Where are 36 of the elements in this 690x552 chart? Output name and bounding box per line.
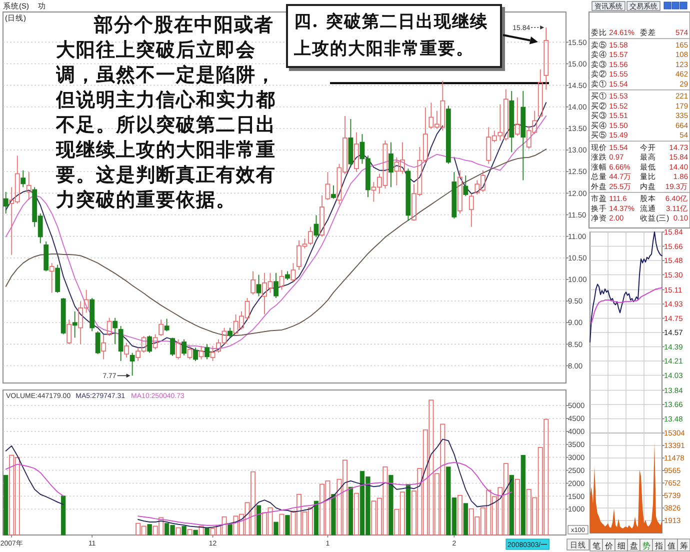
bar bbox=[61, 496, 66, 536]
bar bbox=[4, 474, 8, 536]
line-series bbox=[591, 286, 662, 324]
bar bbox=[274, 522, 278, 536]
text: 细 bbox=[617, 542, 626, 550]
bar bbox=[198, 526, 204, 536]
text: 值 bbox=[667, 542, 676, 550]
text: 筹 bbox=[680, 542, 688, 550]
annotation: 四. 突破第二日出现继续上攻的大阳非常重要。 bbox=[286, 4, 502, 68]
bar bbox=[176, 527, 181, 536]
bar bbox=[193, 530, 198, 536]
bar bbox=[348, 486, 354, 536]
bar bbox=[509, 474, 514, 536]
bar bbox=[314, 500, 319, 536]
bar bbox=[520, 455, 526, 536]
bar bbox=[514, 478, 520, 536]
bar bbox=[463, 503, 468, 536]
bar bbox=[354, 492, 359, 536]
line-series bbox=[590, 232, 662, 342]
bar bbox=[204, 528, 210, 536]
text: 笔 bbox=[592, 542, 600, 550]
bar bbox=[228, 524, 232, 536]
bar bbox=[256, 505, 262, 536]
text: 价 bbox=[604, 542, 613, 550]
bar bbox=[182, 526, 186, 536]
bar bbox=[457, 494, 462, 536]
text: 势 bbox=[642, 542, 650, 550]
text: 盘 bbox=[630, 542, 638, 550]
bar bbox=[388, 474, 394, 536]
bar bbox=[147, 524, 152, 536]
text: 指 bbox=[654, 542, 663, 550]
bar bbox=[331, 494, 336, 536]
bar bbox=[406, 484, 411, 536]
bar bbox=[187, 529, 192, 536]
bar bbox=[279, 514, 284, 536]
bar bbox=[285, 515, 290, 536]
